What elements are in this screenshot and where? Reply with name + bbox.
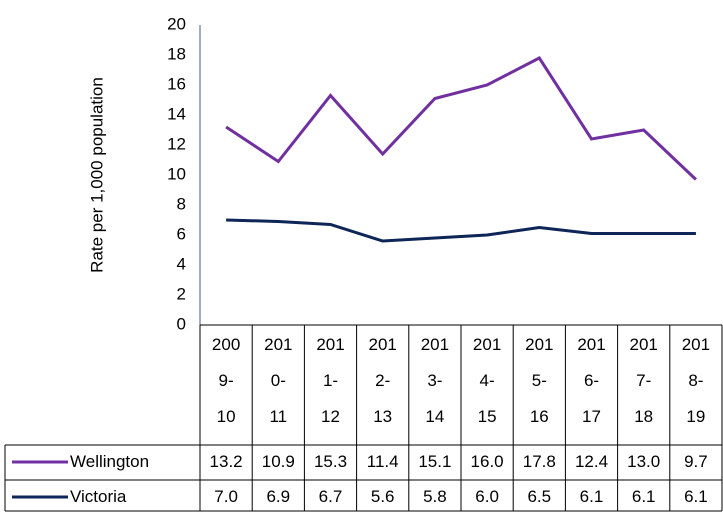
x-tick-label: 2018-19 [681, 335, 711, 426]
legend-entry: Victoria [70, 487, 127, 506]
data-label: 6.9 [266, 487, 291, 506]
x-tick-label: 2014-15 [472, 335, 502, 426]
data-label: 5.8 [423, 487, 447, 506]
legend-entry: Wellington [70, 452, 150, 471]
data-label: 13.2 [209, 452, 243, 471]
y-axis-label: Rate per 1,000 population [87, 77, 106, 273]
data-label: 17.8 [522, 452, 556, 471]
series-line [226, 218, 696, 243]
x-tick-label: 2013-14 [420, 335, 450, 426]
y-tick-label: 2 [177, 284, 186, 303]
data-label: 6.7 [318, 487, 343, 506]
y-tick-label: 16 [167, 74, 186, 93]
x-tick-label: 2016-17 [577, 335, 606, 426]
series-line [225, 56, 697, 181]
data-label: 16.0 [470, 452, 504, 471]
y-tick-label: 18 [167, 44, 186, 63]
data-label: 15.1 [418, 452, 452, 471]
y-tick-label: 8 [177, 194, 186, 213]
data-label: 11.4 [366, 452, 399, 471]
y-tick-label: 12 [167, 134, 186, 153]
data-label: 10.9 [261, 452, 295, 471]
x-tick-label: 2015-16 [525, 335, 554, 426]
x-tick-label: 2010-11 [264, 335, 293, 426]
x-tick-label: 2011-12 [316, 335, 345, 426]
y-tick-label: 20 [167, 14, 186, 33]
y-tick-label: 6 [177, 224, 186, 243]
y-tick-label: 14 [167, 104, 186, 123]
x-tick-label: 2009-10 [211, 335, 241, 426]
y-tick-label: 10 [167, 164, 186, 183]
data-label: 9.7 [684, 452, 708, 471]
y-tick-label: 4 [177, 254, 186, 273]
x-tick-label: 2012-13 [368, 335, 397, 426]
x-tick-label: 2017-18 [629, 335, 658, 426]
data-label: 13.0 [627, 452, 661, 471]
data-label: 6.1 [631, 487, 656, 506]
data-label: 6.1 [684, 487, 708, 506]
data-label: 6.1 [579, 487, 604, 506]
data-label: 7.0 [214, 487, 238, 506]
data-label: 15.3 [313, 452, 348, 471]
data-label: 5.6 [370, 487, 395, 506]
data-label: 12.4 [574, 452, 609, 471]
data-label: 6.0 [475, 487, 499, 506]
data-label: 6.5 [527, 487, 552, 506]
y-tick-label: 0 [177, 314, 186, 333]
